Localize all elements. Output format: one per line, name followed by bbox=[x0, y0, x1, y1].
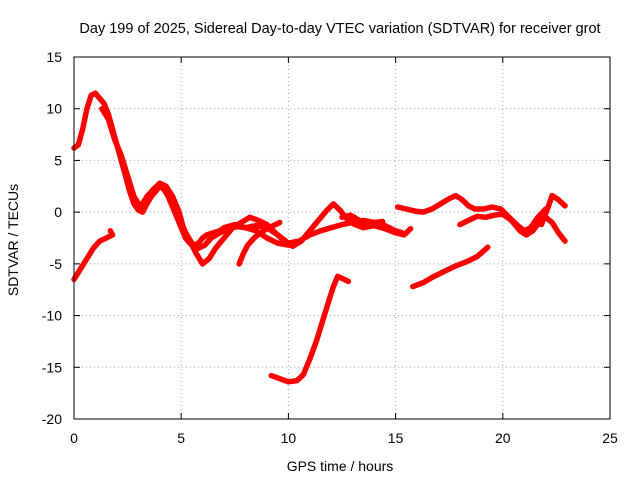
y-tick-label: -10 bbox=[42, 308, 62, 324]
x-tick-label: 10 bbox=[281, 430, 297, 446]
series-satellite-arc-10 bbox=[457, 211, 568, 244]
y-tick-label: 10 bbox=[46, 101, 62, 117]
y-tick-label: 0 bbox=[54, 204, 62, 220]
y-tick-label: -5 bbox=[50, 256, 63, 272]
x-axis-ticks: 0 5 10 15 20 25 bbox=[70, 57, 618, 446]
y-axis-label: SDTVAR / TECUs bbox=[5, 184, 21, 296]
x-tick-label: 5 bbox=[177, 430, 185, 446]
data-series bbox=[71, 90, 568, 385]
x-tick-label: 25 bbox=[602, 430, 618, 446]
x-axis-label: GPS time / hours bbox=[287, 458, 394, 474]
y-tick-label: 15 bbox=[46, 49, 62, 65]
y-tick-label: -15 bbox=[42, 359, 62, 375]
series-satellite-arc-12 bbox=[410, 244, 491, 290]
series-satellite-arc-11 bbox=[538, 192, 568, 228]
chart-title: Day 199 of 2025, Sidereal Day-to-day VTE… bbox=[79, 21, 600, 37]
x-tick-label: 0 bbox=[70, 430, 78, 446]
plot-frame bbox=[73, 56, 611, 420]
x-tick-label: 15 bbox=[388, 430, 404, 446]
series-satellite-arc-9 bbox=[394, 192, 549, 234]
series-satellite-arc-8 bbox=[339, 212, 386, 227]
grid-lines bbox=[74, 57, 610, 419]
series-satellite-arc-5 bbox=[71, 228, 116, 283]
x-tick-label: 20 bbox=[495, 430, 511, 446]
y-tick-label: -20 bbox=[42, 411, 62, 427]
y-axis-ticks: 15 10 5 0 -5 -10 -15 -20 bbox=[42, 49, 610, 427]
series-satellite-arc-7 bbox=[281, 201, 414, 250]
series-satellite-arc-4 bbox=[236, 219, 283, 267]
series-satellite-arc-6 bbox=[268, 273, 352, 385]
y-tick-label: 5 bbox=[54, 152, 62, 168]
